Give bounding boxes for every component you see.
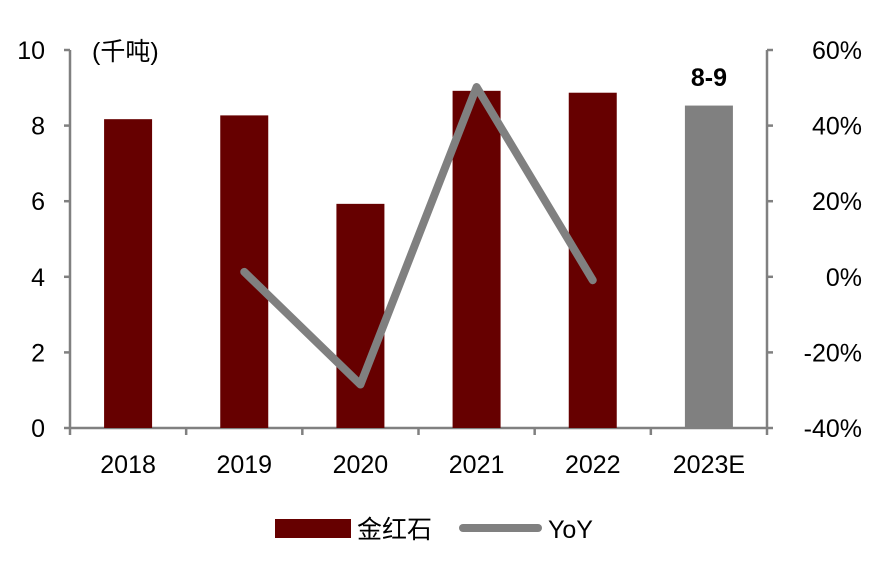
y-tick-label: 6 [31,188,45,216]
y2-tick-label: -40% [804,415,862,443]
bar-2023E [684,105,733,428]
x-tick-label: 2019 [216,451,272,479]
x-tick-label: 2020 [333,451,389,479]
bar-2022 [568,92,617,429]
y-tick-label: 4 [31,264,45,292]
bar-2018 [104,119,153,428]
y2-tick-label: 0% [826,264,862,292]
data-label: 8-9 [691,64,727,92]
y-tick-label: 8 [31,113,45,141]
unit-label: (千吨) [92,38,159,66]
y2-tick-label: 60% [812,37,862,65]
x-tick-label: 2021 [449,451,505,479]
y2-tick-label: 20% [812,188,862,216]
yoy-line [240,83,597,389]
legend-label: YoY [548,516,593,544]
legend-swatch-bar [275,519,351,538]
bar-2021 [452,90,501,428]
y-tick-label: 0 [31,415,45,443]
legend-label: 金红石 [357,516,432,544]
x-tick-label: 2018 [100,451,156,479]
x-tick-label: 2023E [673,451,745,479]
y-tick-label: 10 [17,37,45,65]
y-tick-label: 2 [31,339,45,367]
y2-tick-label: -20% [804,339,862,367]
y2-tick-label: 40% [812,113,862,141]
bar-2020 [336,203,385,428]
x-tick-label: 2022 [565,451,621,479]
